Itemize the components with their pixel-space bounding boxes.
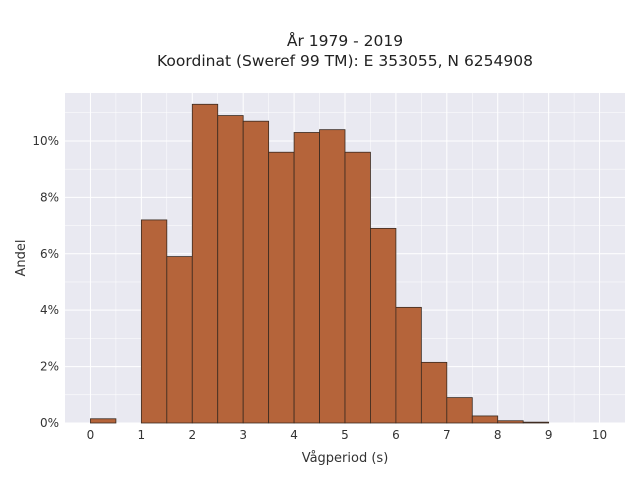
histogram-bar	[497, 420, 524, 424]
x-tick-label: 2	[188, 428, 196, 442]
histogram-bar	[395, 306, 422, 424]
histogram-bar	[191, 103, 219, 424]
histogram-bar	[293, 132, 320, 424]
x-tick-label: 6	[392, 428, 400, 442]
histogram-bar	[370, 227, 397, 424]
histogram-bar	[140, 219, 168, 424]
y-tick-label: 6%	[40, 247, 59, 261]
y-axis-ticks: 0% 2% 4% 6% 8% 10%	[32, 134, 59, 430]
histogram-bar	[217, 115, 244, 424]
histogram-bar	[242, 120, 270, 424]
histogram-bar	[344, 151, 371, 424]
histogram-bar	[90, 418, 117, 424]
histogram-bar	[471, 415, 499, 424]
y-tick-label: 10%	[32, 134, 59, 148]
y-axis-label: Andel	[14, 240, 29, 277]
x-tick-label: 7	[443, 428, 451, 442]
y-tick-label: 2%	[40, 360, 59, 374]
histogram-bar	[420, 361, 448, 424]
histogram-bar	[268, 151, 295, 424]
x-tick-label: 4	[290, 428, 298, 442]
chart-title-line2: Koordinat (Sweref 99 TM): E 353055, N 62…	[157, 52, 533, 70]
bars	[90, 103, 550, 424]
x-tick-label: 1	[138, 428, 146, 442]
x-tick-label: 0	[87, 428, 95, 442]
x-axis-label: Vågperiod (s)	[302, 451, 389, 466]
histogram-bar	[166, 256, 193, 424]
x-tick-label: 9	[545, 428, 553, 442]
chart-title-line1: År 1979 - 2019	[287, 31, 403, 50]
y-tick-label: 4%	[40, 303, 59, 317]
x-tick-label: 5	[341, 428, 349, 442]
histogram-bar	[522, 421, 550, 424]
x-tick-label: 8	[494, 428, 502, 442]
x-tick-label: 3	[239, 428, 247, 442]
y-tick-label: 0%	[40, 416, 59, 430]
x-axis-ticks: 0 1 2 3 4 5 6 7 8 9 10	[87, 428, 608, 442]
y-tick-label: 8%	[40, 190, 59, 204]
histogram-bar	[319, 129, 346, 424]
histogram-bar	[446, 397, 473, 424]
x-tick-label: 10	[592, 428, 607, 442]
